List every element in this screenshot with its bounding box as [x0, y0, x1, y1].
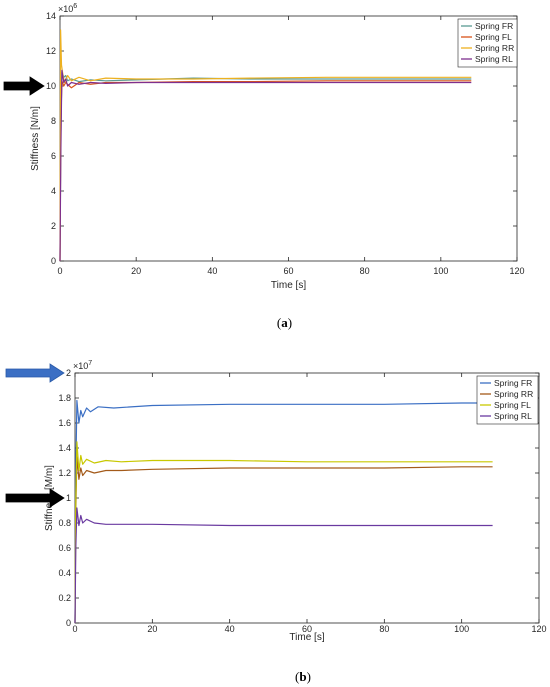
- y-tick-label: 1.4: [58, 443, 71, 453]
- y-tick-label: 12: [46, 46, 56, 56]
- y-axis-exponent: ×107: [73, 360, 92, 371]
- plot-frame: [59, 15, 518, 262]
- y-tick-label: 0.4: [58, 568, 71, 578]
- caption-close: ): [288, 315, 292, 330]
- annotation-arrow: [5, 363, 65, 383]
- caption-open: (: [295, 669, 299, 684]
- y-tick-label: 1.2: [58, 468, 71, 478]
- x-axis-label: Time [s]: [289, 632, 324, 643]
- legend-label: Spring RR: [475, 43, 514, 53]
- annotation-arrow: [3, 76, 45, 96]
- y-tick-label: 0: [51, 256, 56, 266]
- y-tick-label: 14: [46, 11, 56, 21]
- x-tick-label: 0: [57, 266, 62, 276]
- y-tick-label: 4: [51, 186, 56, 196]
- y-tick-label: 2: [51, 221, 56, 231]
- x-tick-label: 100: [433, 266, 448, 276]
- legend-label: Spring FR: [494, 378, 532, 388]
- y-axis-exponent-power: 7: [88, 360, 92, 367]
- x-tick-label: 100: [454, 624, 469, 634]
- legend-label: Spring RL: [475, 54, 513, 64]
- y-tick-label: 6: [51, 151, 56, 161]
- plot-frame: [74, 372, 540, 624]
- x-tick-label: 20: [131, 266, 141, 276]
- series-line-spring-rl: [59, 69, 472, 262]
- y-axis-exponent-power: 6: [73, 3, 77, 10]
- chart-panel-a: 0 20 40 60 80 100 120 0 2 4 6 8 10 12 14×106 Time [s] St…: [3, 3, 525, 330]
- y-tick-label: 1.8: [58, 393, 71, 403]
- y-tick-label: 10: [46, 81, 56, 91]
- y-tick-label: 0.2: [58, 593, 71, 603]
- figure-caption: (a): [277, 315, 292, 330]
- y-tick-label: 0.8: [58, 518, 71, 528]
- y-tick-label: 0: [66, 618, 71, 628]
- series-line-spring-rl: [74, 507, 493, 624]
- y-tick-label: 1.6: [58, 418, 71, 428]
- x-tick-label: 120: [509, 266, 524, 276]
- y-tick-label: 8: [51, 116, 56, 126]
- x-tick-label: 80: [360, 266, 370, 276]
- series-line-spring-fr: [74, 399, 493, 624]
- y-tick-label: 2: [66, 368, 71, 378]
- legend-label: Spring FR: [475, 21, 513, 31]
- chart-panel-b: 0 20 40 60 80 100 120 0 0.2 0.4 0.6 0.8 1 1.2 1.4 1.6 1.…: [5, 360, 547, 684]
- y-tick-label: 0.6: [58, 543, 71, 553]
- annotation-arrow: [5, 488, 65, 508]
- caption-letter: b: [299, 669, 306, 684]
- x-tick-label: 40: [225, 624, 235, 634]
- y-axis-exponent: ×106: [58, 3, 77, 14]
- x-tick-label: 40: [207, 266, 217, 276]
- x-tick-label: 60: [302, 624, 312, 634]
- y-tick-label: 1: [66, 493, 71, 503]
- x-tick-label: 20: [147, 624, 157, 634]
- legend-label: Spring RL: [494, 411, 532, 421]
- caption-open: (: [277, 315, 281, 330]
- x-tick-label: 80: [379, 624, 389, 634]
- legend-label: Spring FL: [475, 32, 512, 42]
- figure-caption: (b): [295, 669, 311, 684]
- y-axis-label: Stiffness [N/m]: [30, 106, 41, 171]
- series-line-spring-fl: [74, 441, 493, 624]
- x-tick-label: 120: [531, 624, 546, 634]
- legend-label: Spring FL: [494, 400, 531, 410]
- legend-label: Spring RR: [494, 389, 533, 399]
- x-axis-label: Time [s]: [271, 280, 306, 291]
- x-tick-label: 0: [72, 624, 77, 634]
- series-line-spring-rr: [74, 456, 493, 624]
- x-tick-label: 60: [283, 266, 293, 276]
- caption-letter: a: [281, 315, 288, 330]
- caption-close: ): [307, 669, 311, 684]
